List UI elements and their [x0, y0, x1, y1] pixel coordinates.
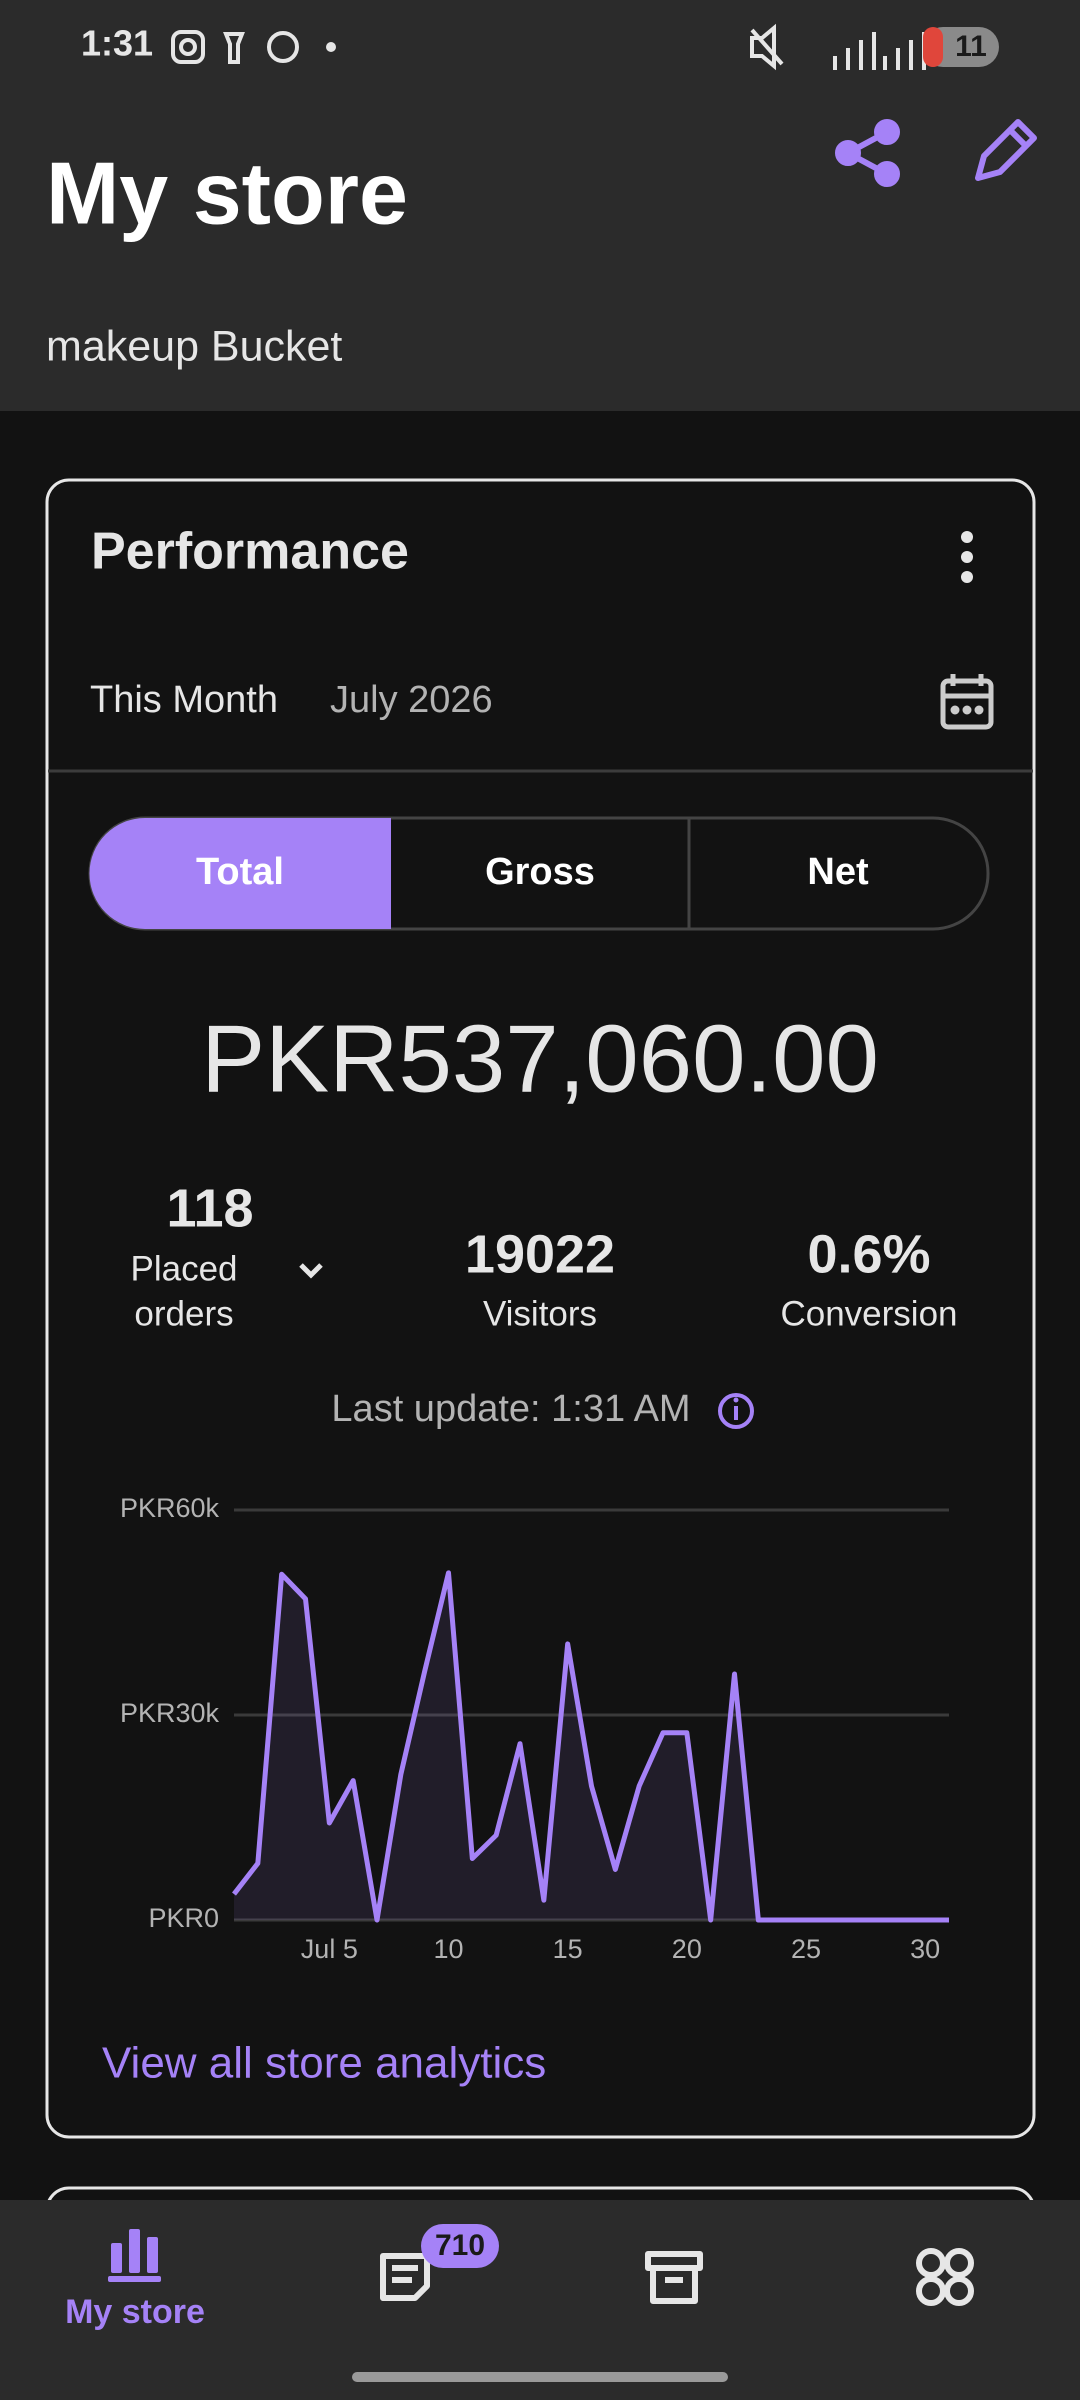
y-tick-label: PKR0 — [148, 1903, 219, 1933]
x-tick-label: 15 — [553, 1934, 583, 1964]
share-button[interactable] — [835, 119, 900, 187]
expand-chevron[interactable] — [299, 1263, 323, 1279]
line — [232, 1570, 949, 1923]
nav-orders-icon[interactable] — [380, 2253, 430, 2301]
nav-store-icon[interactable] — [108, 2229, 161, 2282]
last-update: Last update: 1:31 AM — [331, 1388, 690, 1430]
card-title: Performance — [91, 523, 409, 581]
x-tick-label: 20 — [672, 1934, 702, 1964]
sales-chart: PKR0 PKR30k PKR60k Jul 5 10 15 20 25 30 — [120, 1493, 949, 1964]
period-label: This Month — [90, 679, 278, 721]
battery-low — [923, 27, 943, 67]
x-tick-label: 25 — [791, 1934, 821, 1964]
tab[interactable]: Net — [807, 851, 869, 893]
stat-value: 0.6% — [807, 1224, 930, 1284]
nav-label[interactable]: My store — [65, 2293, 205, 2331]
battery-level: 11 — [955, 30, 987, 63]
tab[interactable]: Gross — [485, 851, 595, 893]
total-amount: PKR537,060.00 — [201, 1005, 879, 1112]
analytics-link[interactable]: View all store analytics — [102, 2039, 546, 2088]
page-title: My store — [46, 143, 408, 242]
y-tick-label: PKR30k — [120, 1698, 220, 1728]
edit-button[interactable] — [975, 119, 1037, 181]
period-value: July 2026 — [330, 679, 493, 721]
tab[interactable]: Total — [196, 851, 284, 893]
area — [234, 1572, 949, 1920]
stat-label: Visitors — [483, 1294, 597, 1333]
stat-label: orders — [134, 1294, 233, 1333]
x-tick-label: 30 — [910, 1934, 940, 1964]
info-icon[interactable] — [718, 1393, 754, 1429]
status-time: 1:31 — [81, 23, 153, 64]
status-icons — [171, 23, 926, 71]
stat-value: 118 — [166, 1178, 253, 1238]
more-menu[interactable] — [961, 531, 973, 583]
stat-label: Placed — [130, 1249, 237, 1288]
home-indicator — [352, 2372, 728, 2382]
bottom-nav — [0, 2200, 1080, 2400]
orders-badge-count: 710 — [435, 2229, 485, 2262]
y-tick-label: PKR60k — [120, 1493, 220, 1523]
stat-label: Conversion — [780, 1294, 957, 1333]
stat-value: 19022 — [465, 1224, 615, 1284]
x-tick-label: Jul 5 — [301, 1934, 358, 1964]
nav-menu-icon[interactable] — [916, 2248, 974, 2306]
orders-badge — [421, 2224, 499, 2268]
nav-products-icon[interactable] — [645, 2251, 703, 2304]
store-name: makeup Bucket — [46, 322, 342, 370]
x-tick-label: 10 — [433, 1934, 463, 1964]
tab-selected[interactable] — [89, 818, 392, 929]
calendar-button[interactable] — [940, 674, 994, 730]
